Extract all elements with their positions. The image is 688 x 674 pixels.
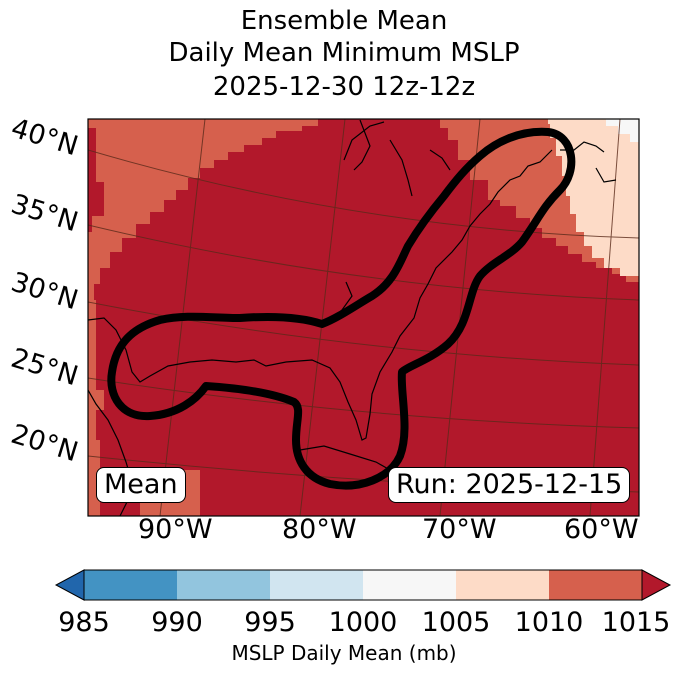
title-line-2: Daily Mean Minimum MSLP (168, 38, 520, 68)
colorbar-segment-995 (270, 570, 364, 600)
field-1010-coast (488, 170, 500, 200)
field-1015-nw-strip (88, 128, 104, 232)
mean-label-box: Mean (96, 467, 186, 503)
run-label-box: Run: 2025-12-15 (388, 467, 631, 503)
lon-label-70: 70°W (422, 514, 497, 545)
map-frame (87, 118, 640, 517)
colorbar-segment-1005 (456, 570, 550, 600)
colorbar-tick-1010: 1010 (514, 607, 584, 638)
colorbar-tick-1015: 1015 (601, 607, 671, 638)
colorbar-over-triangle (641, 569, 672, 601)
colorbar-label: MSLP Daily Mean (mb) (231, 641, 457, 665)
low-pressure-contour (107, 127, 576, 490)
colorbar (54, 569, 672, 601)
title-line-3: 2025-12-30 12z-12z (212, 72, 476, 102)
colorbar-tick-1005: 1005 (421, 607, 491, 638)
colorbar-segment-990 (177, 570, 271, 600)
colorbar-segment-985 (84, 570, 178, 600)
colorbar-segment-1010 (549, 570, 643, 600)
colorbar-tick-995: 995 (244, 607, 296, 638)
colorbar-tick-1000: 1000 (328, 607, 398, 638)
lon-label-90: 90°W (138, 514, 213, 545)
lon-label-80: 80°W (282, 514, 357, 545)
field-1010-west (88, 300, 104, 516)
colorbar-segment-1000 (363, 570, 457, 600)
colorbar-tick-990: 990 (151, 607, 203, 638)
colorbar-tick-985: 985 (58, 607, 110, 638)
pressure-field (88, 119, 639, 516)
title-line-1: Ensemble Mean (240, 6, 448, 36)
lon-label-60: 60°W (564, 514, 639, 545)
field-1010-nw (88, 119, 318, 300)
field-1000-ne (606, 119, 639, 142)
colorbar-frame (83, 569, 643, 601)
colorbar-under-triangle (54, 569, 85, 601)
